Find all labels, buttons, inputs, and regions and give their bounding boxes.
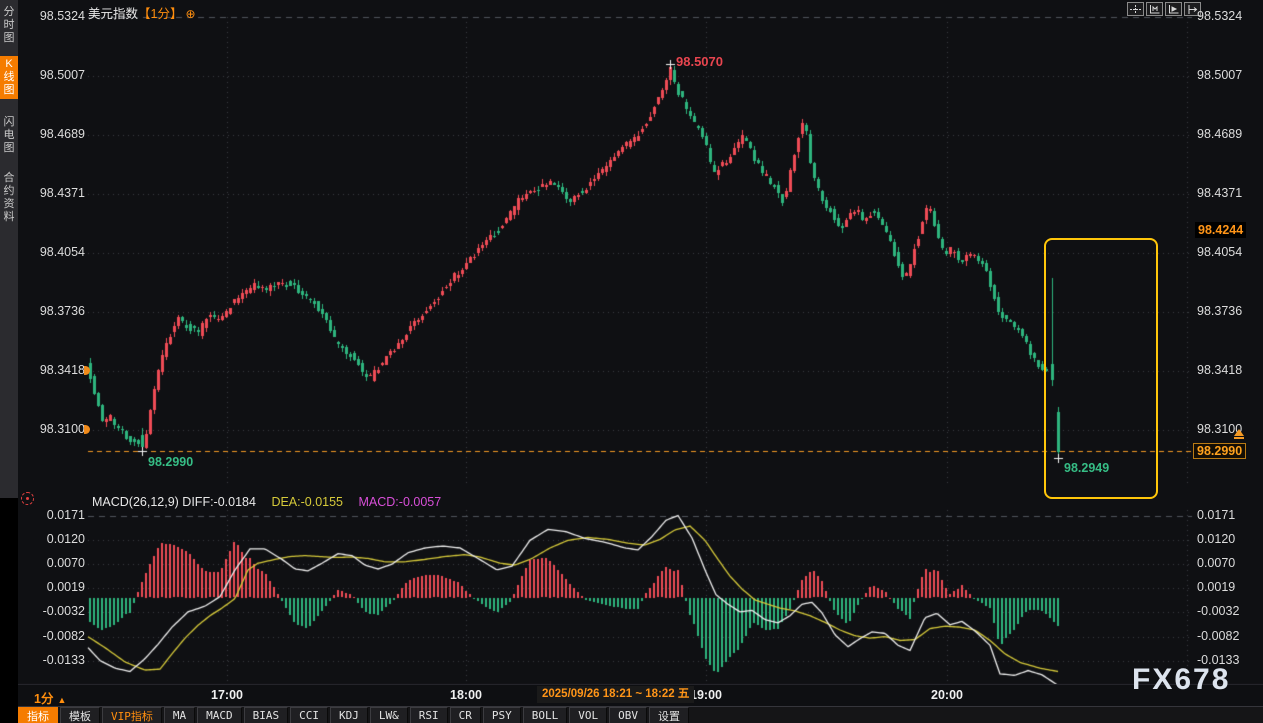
macd-axis-label-left: 0.0070 [46, 556, 85, 570]
indicator-toolbar: 指标 模板 VIP指标 MA MACD BIAS CCI KDJ LW& RSI… [18, 706, 1263, 723]
session-low-price-tag: 98.2990 [1193, 443, 1247, 459]
price-axis-label-left: 98.5324 [39, 9, 85, 23]
session-low-label: 98.2990 [148, 455, 194, 469]
price-axis-label-right: 98.5324 [1197, 9, 1243, 23]
chevron-up-icon: ▲ [57, 695, 67, 705]
indicator-obv-button[interactable]: OBV [609, 707, 647, 723]
period-selector[interactable]: 1分 ▲ [34, 692, 67, 706]
macd-dea-value: DEA:-0.0155 [271, 495, 344, 509]
price-axis-label-left: 98.5007 [39, 68, 85, 82]
sidebar-filler [0, 498, 18, 723]
add-indicator-icon[interactable]: ⊕ [185, 7, 196, 21]
axis-marker-icon [84, 366, 90, 375]
crosshair-icon[interactable] [1127, 2, 1144, 16]
macd-header: MACD(26,12,9) DIFF:-0.0184 DEA:-0.0155 M… [92, 495, 441, 509]
price-axis-label-left: 98.4054 [39, 245, 85, 259]
chart-toolbar-buttons [1127, 2, 1201, 16]
highlight-box [1044, 238, 1158, 499]
time-label: 20:00 [931, 688, 963, 702]
time-label: 17:00 [211, 688, 243, 702]
indicator-kdj-button[interactable]: KDJ [330, 707, 368, 723]
price-axis-label-right: 98.3736 [1197, 304, 1243, 318]
indicator-settings-icon[interactable] [21, 492, 34, 505]
tab-indicator[interactable]: 指标 [18, 707, 58, 723]
indicator-bias-button[interactable]: BIAS [243, 707, 289, 723]
brand-watermark: FX678 [1132, 663, 1231, 696]
last-price-label: 98.2949 [1064, 461, 1110, 475]
tab-template[interactable]: 模板 [60, 707, 100, 723]
axis-marker-icon [84, 425, 90, 434]
price-axis-label-right: 98.3418 [1197, 363, 1243, 377]
macd-axis-label-right: 0.0120 [1197, 532, 1236, 546]
indicator-cci-button[interactable]: CCI [290, 707, 328, 723]
zoom-x-axis-icon[interactable] [1165, 2, 1182, 16]
price-axis-label-left: 98.3418 [39, 363, 85, 377]
price-axis-label-right: 98.4054 [1197, 245, 1243, 259]
chart-title: 美元指数【1分】 ⊕ [88, 3, 196, 22]
sidebar-item-kline-chart[interactable]: K线图 [0, 56, 18, 99]
macd-axis-label-left: -0.0082 [42, 629, 85, 643]
session-high-label: 98.5070 [676, 54, 723, 69]
indicator-ma-button[interactable]: MA [163, 707, 196, 723]
macd-diff-value: MACD(26,12,9) DIFF:-0.0184 [92, 495, 256, 509]
time-axis: 1分 ▲ 17:00 18:00 19:00 20:00 2025/09/26 1… [18, 684, 1263, 707]
macd-axis-label-left: 0.0019 [46, 580, 85, 594]
left-sidebar: 分时图 K线图 闪电图 合约资料 [0, 0, 18, 723]
indicator-psy-button[interactable]: PSY [482, 707, 521, 723]
indicator-macd-button[interactable]: MACD [197, 707, 242, 723]
macd-axis-label-left: 0.0171 [46, 508, 85, 522]
price-axis-label-left: 98.4689 [39, 127, 85, 141]
price-axis-label-right: 98.3100 [1197, 422, 1243, 436]
zoom-y-axis-icon[interactable] [1146, 2, 1163, 16]
macd-axis-label-left: -0.0133 [42, 653, 85, 667]
tab-vip-indicator[interactable]: VIP指标 [102, 707, 162, 723]
time-label: 18:00 [450, 688, 482, 702]
time-range-tooltip: 2025/09/26 18:21 ~ 18:22 五 [537, 686, 695, 703]
price-axis-label-left: 98.4371 [39, 186, 85, 200]
macd-axis-label-right: 0.0019 [1197, 580, 1236, 594]
price-alert-arrow-icon [1233, 429, 1245, 441]
macd-axis-label-right: -0.0133 [1197, 653, 1240, 667]
macd-hist-value: MACD:-0.0057 [358, 495, 442, 509]
period-label: 【1分】 [138, 7, 183, 21]
price-axis-label-right: 98.4371 [1197, 186, 1243, 200]
price-axis-label-left: 98.3100 [39, 422, 85, 436]
macd-axis-label-left: -0.0032 [42, 604, 85, 618]
indicator-rsi-button[interactable]: RSI [409, 707, 448, 723]
indicator-boll-button[interactable]: BOLL [522, 707, 568, 723]
price-axis-label-right: 98.5007 [1197, 68, 1243, 82]
pan-right-icon[interactable] [1184, 2, 1201, 16]
macd-axis-label-right: 0.0070 [1197, 556, 1236, 570]
sidebar-item-flash-chart[interactable]: 闪电图 [3, 116, 15, 154]
macd-axis-label-left: 0.0120 [46, 532, 85, 546]
indicator-lw-button[interactable]: LW& [369, 707, 408, 723]
macd-axis-label-right: -0.0082 [1197, 629, 1240, 643]
current-price-tag: 98.4244 [1195, 222, 1247, 238]
sidebar-item-time-chart[interactable]: 分时图 [3, 6, 15, 44]
symbol-name: 美元指数 [88, 7, 139, 21]
price-axis-label-right: 98.4689 [1197, 127, 1243, 141]
macd-axis-label-right: 0.0171 [1197, 508, 1236, 522]
time-label: 19:00 [690, 688, 722, 702]
indicator-vol-button[interactable]: VOL [569, 707, 608, 723]
macd-axis-label-right: -0.0032 [1197, 604, 1240, 618]
sidebar-item-contract-info[interactable]: 合约资料 [3, 172, 15, 223]
price-axis-label-left: 98.3736 [39, 304, 85, 318]
settings-button[interactable]: 设置 [649, 707, 689, 723]
indicator-cr-button[interactable]: CR [449, 707, 481, 723]
